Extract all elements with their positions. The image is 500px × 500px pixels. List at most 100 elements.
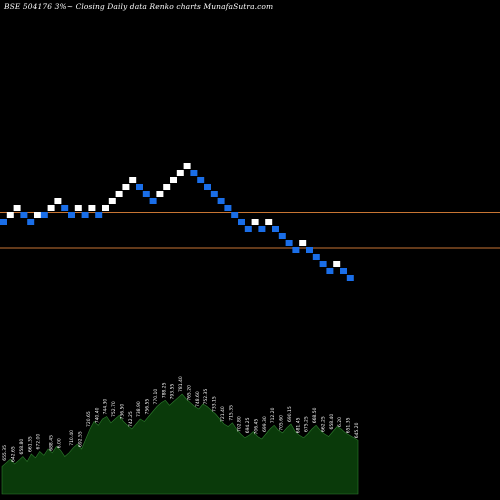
renko-brick-down xyxy=(204,184,211,190)
volume-label: 6.20 xyxy=(337,417,343,427)
volume-label: 6.00 xyxy=(57,438,63,448)
renko-brick-down xyxy=(231,212,239,218)
renko-brick-down xyxy=(95,212,103,218)
volume-label: 651.35 xyxy=(346,417,352,433)
renko-brick-down xyxy=(142,191,150,197)
volume-label: 715.35 xyxy=(228,405,234,421)
volume-label: 733.15 xyxy=(212,396,218,412)
renko-brick-down xyxy=(346,275,354,281)
renko-brick-down xyxy=(224,205,232,211)
renko-brick-up xyxy=(74,205,82,211)
volume-label: 752.35 xyxy=(203,389,209,405)
volume-label: 692.55 xyxy=(78,431,84,447)
volume-label: 702.80 xyxy=(237,416,243,432)
volume-label: 712.20 xyxy=(270,407,276,423)
renko-brick-down xyxy=(258,226,266,232)
volume-label: 690.15 xyxy=(287,406,293,422)
volume-label: 705.60 xyxy=(279,415,285,431)
renko-brick-down xyxy=(285,240,293,246)
renko-brick-up xyxy=(170,177,177,183)
volume-label: 752.70 xyxy=(111,401,117,417)
renko-brick-down xyxy=(278,233,286,239)
renko-brick-up xyxy=(54,198,62,204)
renko-brick-up xyxy=(108,198,116,204)
renko-brick-up xyxy=(6,212,14,218)
renko-brick-up xyxy=(299,240,307,246)
volume-label: 765.20 xyxy=(187,385,193,401)
renko-brick-down xyxy=(81,212,89,218)
renko-brick-up xyxy=(129,177,137,183)
renko-brick-down xyxy=(190,170,198,176)
renko-brick-up xyxy=(102,205,109,211)
renko-brick-up xyxy=(163,184,171,190)
renko-brick-up xyxy=(115,191,123,197)
volume-label: 706.45 xyxy=(254,419,260,435)
volume-label: 662.25 xyxy=(321,416,327,432)
renko-brick-down xyxy=(136,184,143,190)
renko-brick-up xyxy=(13,205,21,211)
volume-label: 658.40 xyxy=(329,414,335,430)
renko-brick-up xyxy=(176,170,184,176)
volume-label: 661.35 xyxy=(27,436,33,452)
renko-brick-down xyxy=(306,247,313,253)
renko-brick-down xyxy=(40,212,48,218)
volume-label: 699.30 xyxy=(262,416,268,432)
renko-brick-down xyxy=(68,212,75,218)
volume-label: 645.20 xyxy=(354,422,360,438)
volume-label: 788.25 xyxy=(161,382,167,398)
volume-series xyxy=(1,393,359,495)
renko-brick-down xyxy=(217,198,225,204)
volume-label: 681.45 xyxy=(295,417,301,433)
volume-label: 710.40 xyxy=(69,430,75,446)
renko-brick-down xyxy=(20,212,28,218)
volume-label: 738.90 xyxy=(136,401,142,417)
volume-label: 642.65 xyxy=(11,446,17,462)
volume-label: 655.35 xyxy=(2,445,8,461)
volume-label: 688.45 xyxy=(48,435,54,451)
volume-label: 744.30 xyxy=(103,399,109,415)
renko-brick-up xyxy=(333,261,341,267)
chart-title: BSE 504176 3%~ Closing Daily data Renko … xyxy=(4,2,274,11)
renko-brick-up xyxy=(34,212,41,218)
volume-label: 748.60 xyxy=(195,391,201,407)
volume-label: 694.25 xyxy=(245,417,251,433)
volume-label: 720.65 xyxy=(86,411,92,427)
volume-label: 781.40 xyxy=(178,376,184,392)
renko-brick-down xyxy=(312,254,320,260)
renko-bricks xyxy=(0,163,354,281)
renko-brick-down xyxy=(149,198,157,204)
renko-brick-down xyxy=(61,205,69,211)
renko-brick-down xyxy=(319,261,327,267)
renko-brick-up xyxy=(47,205,55,211)
renko-brick-up xyxy=(122,184,130,190)
volume-labels: 655.35 642.65 658.80 661.35 672.00 688.45 6.00… xyxy=(2,376,360,462)
volume-label: 742.25 xyxy=(128,411,134,427)
renko-brick-up xyxy=(265,219,273,225)
renko-brick-up xyxy=(156,191,164,197)
renko-brick-up xyxy=(251,219,259,225)
volume-label: 675.25 xyxy=(304,416,310,432)
renko-brick-down xyxy=(272,226,279,232)
renko-brick-down xyxy=(197,177,205,183)
volume-label: 672.00 xyxy=(36,434,42,450)
volume-label: 658.80 xyxy=(19,439,25,455)
volume-label: 736.50 xyxy=(120,404,126,420)
volume-label: 770.10 xyxy=(153,389,159,405)
volume-label: 721.40 xyxy=(220,406,226,422)
renko-brick-up xyxy=(88,205,96,211)
volume-label: 793.55 xyxy=(170,384,176,400)
renko-brick-down xyxy=(210,191,218,197)
renko-brick-down xyxy=(0,219,7,225)
volume-label: 740.40 xyxy=(94,407,100,423)
volume-area xyxy=(1,393,359,495)
renko-brick-down xyxy=(292,247,300,253)
renko-brick-down xyxy=(238,219,245,225)
renko-brick-down xyxy=(326,268,334,274)
renko-brick-down xyxy=(340,268,347,274)
volume-label: 756.55 xyxy=(145,399,151,415)
renko-brick-down xyxy=(27,219,35,225)
volume-label: 668.50 xyxy=(312,407,318,423)
renko-brick-up xyxy=(183,163,191,169)
renko-brick-down xyxy=(244,226,252,232)
